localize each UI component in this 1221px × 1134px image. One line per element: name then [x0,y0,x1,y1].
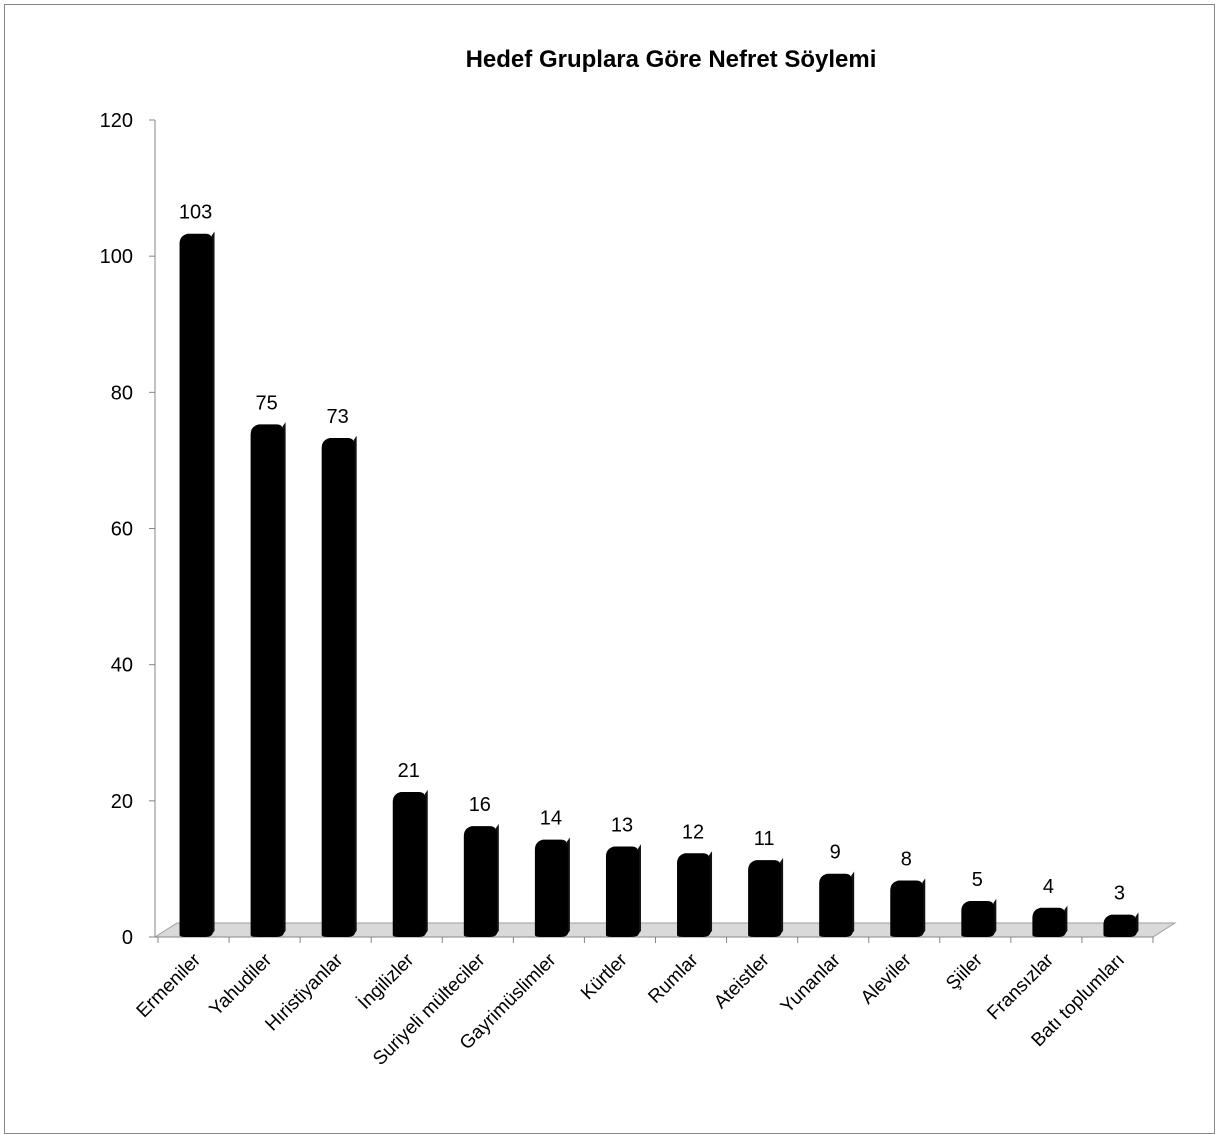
data-label: 3 [1114,883,1125,905]
y-tick-label: 60 [111,519,133,541]
data-label: 4 [1043,876,1054,898]
x-tick-label: Yahudiler [206,949,277,1020]
y-tick-label: 20 [111,791,133,813]
x-tick-label: Ateistler [710,949,774,1013]
bar [463,826,497,937]
bar-chart: Hedef Gruplara Göre Nefret Söylemi 0 20 40… [100,46,1177,1070]
bar [1103,914,1137,937]
y-tick-label: 0 [122,927,133,949]
data-label: 5 [972,869,983,891]
data-label: 12 [682,821,704,843]
x-tick-label: Rumlar [644,949,703,1008]
x-tick-label: Yunanlar [777,949,845,1017]
data-label: 16 [469,794,491,816]
bar [1032,907,1066,937]
bar [392,792,426,937]
data-label: 11 [754,828,775,850]
chart-title: Hedef Gruplara Göre Nefret Söylemi [466,46,877,73]
data-label: 14 [540,808,562,830]
bar [605,846,639,937]
bar [179,233,213,937]
bar [677,853,711,937]
chart-floor [153,922,1177,938]
data-label: 75 [255,392,277,414]
y-tick-label: 100 [100,246,133,268]
data-label: 13 [611,814,633,836]
x-tick-label: Kürtler [577,949,632,1004]
data-label: 73 [327,406,349,428]
data-label: 103 [179,202,212,224]
x-tick-label: Şiiler [942,949,987,994]
x-tick-label: İngilizler [354,949,419,1014]
bar [748,860,782,937]
data-label: 9 [830,842,841,864]
x-tick-label: Fransızlar [983,949,1058,1024]
bar [534,839,568,937]
bar [819,873,853,937]
bar [321,437,355,937]
bar [961,900,995,937]
data-label: 8 [901,849,912,871]
x-tick-label: Ermeniler [133,949,206,1022]
y-tick-label: 80 [111,382,133,404]
chart-frame: Hedef Gruplara Göre Nefret Söylemi 0 20 40… [4,4,1215,1134]
data-label: 21 [398,760,420,782]
bar [250,424,284,937]
x-tick-label: Aleviler [857,949,916,1008]
x-tick-label: Hıristiyanlar [261,949,347,1035]
bar [890,880,924,937]
y-tick-label: 120 [100,110,133,132]
y-tick-label: 40 [111,655,133,677]
